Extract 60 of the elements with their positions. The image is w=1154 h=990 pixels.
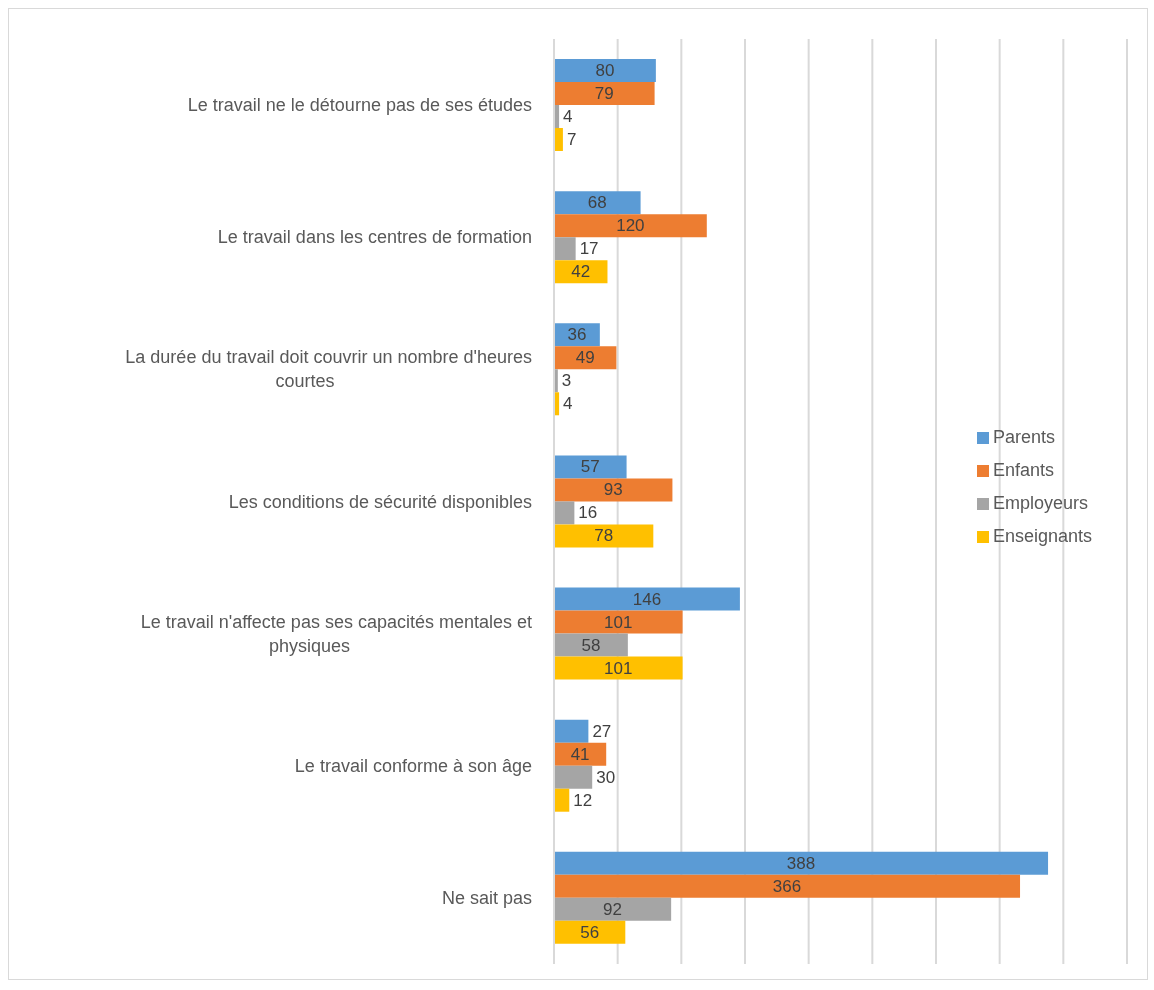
legend-label: Employeurs xyxy=(993,492,1089,515)
bar xyxy=(554,455,627,479)
legend-label: Enseignants xyxy=(993,525,1093,548)
bar xyxy=(554,851,1049,875)
data-label: 58 xyxy=(581,635,601,655)
y-tick-label: Le travail dans les centres de formation xyxy=(217,227,532,248)
y-tick-label: Le travail n'affecte pas ses capacités mentales et physiques xyxy=(140,611,532,656)
bar xyxy=(554,237,576,261)
data-label: 57 xyxy=(580,457,600,477)
legend-label: Parents xyxy=(993,426,1056,449)
bar xyxy=(554,214,707,238)
y-tick-label: La durée du travail doit couvrir un nombre d'heures courtes xyxy=(125,347,532,392)
bar xyxy=(554,788,570,812)
y-tick-label: Le travail ne le détourne pas de ses études xyxy=(187,95,532,116)
data-label: 80 xyxy=(595,61,615,80)
bar xyxy=(554,610,683,634)
data-label: 388 xyxy=(786,853,816,873)
bar xyxy=(554,501,575,525)
data-label: 68 xyxy=(587,193,607,213)
data-label: 30 xyxy=(596,767,616,787)
data-label: 17 xyxy=(579,239,599,259)
bar xyxy=(554,478,673,502)
data-label: 3 xyxy=(561,371,572,391)
data-label: 101 xyxy=(604,612,633,632)
data-label: 101 xyxy=(604,658,633,678)
data-label: 42 xyxy=(571,262,591,282)
y-tick-label: Les conditions de sécurité disponibles xyxy=(228,491,532,512)
y-tick-label: Le travail conforme à son âge xyxy=(294,755,532,776)
data-label: 366 xyxy=(772,876,802,896)
y-tick-label: Ne sait pas xyxy=(441,887,532,908)
data-label: 41 xyxy=(570,744,590,764)
data-label: 16 xyxy=(578,503,598,523)
bar xyxy=(554,587,740,611)
data-label: 4 xyxy=(563,394,573,414)
data-label: 93 xyxy=(603,480,623,500)
bar xyxy=(554,920,626,944)
bar xyxy=(554,128,563,151)
bar xyxy=(554,897,672,921)
bar xyxy=(554,656,683,680)
bar xyxy=(554,191,641,215)
data-label: 78 xyxy=(594,526,614,546)
legend-label: Enfants xyxy=(993,459,1055,482)
data-label: 7 xyxy=(566,130,577,149)
data-label: 27 xyxy=(592,721,612,741)
data-label: 36 xyxy=(567,325,587,345)
data-label: 120 xyxy=(616,216,645,236)
bar xyxy=(554,765,593,789)
data-label: 79 xyxy=(594,84,614,103)
bar xyxy=(554,59,656,82)
bar xyxy=(554,719,589,743)
data-label: 49 xyxy=(575,348,595,368)
bar xyxy=(554,524,654,548)
data-label: 92 xyxy=(603,899,623,919)
data-label: 12 xyxy=(573,790,593,810)
bar xyxy=(554,633,628,657)
bar xyxy=(554,82,655,105)
data-label: 4 xyxy=(563,107,573,126)
data-label: 56 xyxy=(580,922,600,942)
data-label: 146 xyxy=(632,589,662,609)
bar xyxy=(554,874,1021,898)
